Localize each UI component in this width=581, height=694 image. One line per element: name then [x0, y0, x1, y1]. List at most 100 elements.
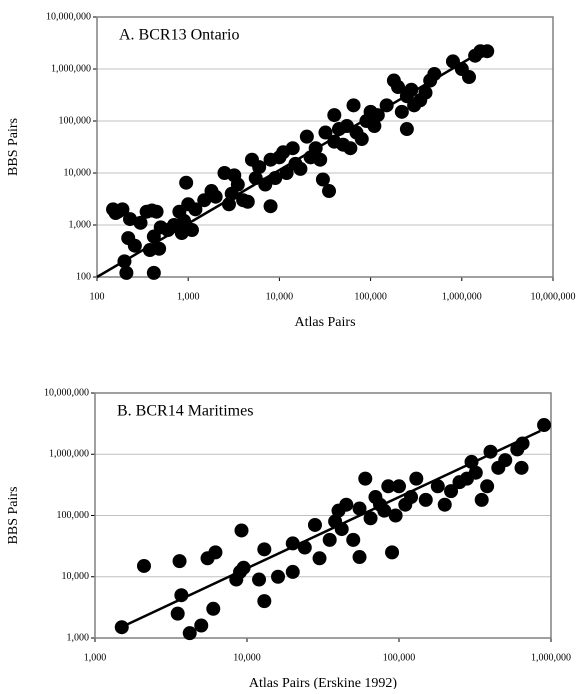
point	[230, 177, 245, 192]
x-tick-label: 100,000	[383, 652, 416, 663]
point	[133, 215, 148, 230]
point	[127, 238, 142, 253]
point	[179, 175, 194, 190]
x-tick-label: 10,000	[266, 291, 294, 302]
point	[119, 265, 134, 280]
point	[354, 132, 369, 147]
point	[537, 418, 552, 433]
point	[252, 160, 267, 175]
y-tick-label: 100,000	[59, 115, 92, 126]
point	[208, 545, 223, 560]
point	[271, 569, 286, 584]
point	[346, 98, 361, 113]
point	[394, 104, 409, 119]
point	[392, 479, 406, 494]
chart-title: B. BCR14 Maritimes	[117, 403, 253, 420]
point	[474, 492, 489, 507]
point	[146, 265, 161, 280]
x-tick-label: 100,000	[354, 291, 387, 302]
point	[339, 497, 354, 512]
plot-frame	[96, 16, 554, 278]
x-tick-label: 1,000,000	[442, 291, 482, 302]
point	[299, 129, 314, 144]
point	[285, 141, 300, 156]
point	[136, 558, 151, 573]
point	[480, 44, 495, 59]
point	[240, 194, 255, 209]
point	[122, 212, 137, 227]
point	[480, 479, 495, 494]
title-box	[103, 397, 278, 425]
point	[437, 497, 452, 512]
point	[327, 108, 342, 123]
point	[399, 122, 414, 137]
point	[358, 471, 373, 486]
point	[149, 204, 164, 219]
point	[318, 125, 333, 140]
point	[343, 141, 358, 156]
point	[388, 508, 403, 523]
point	[257, 594, 272, 609]
point	[234, 523, 249, 538]
point	[252, 572, 267, 587]
point	[352, 501, 367, 516]
point	[444, 484, 459, 499]
fit-line	[96, 51, 482, 279]
point	[313, 152, 328, 167]
y-tick-label: 1,000,000	[51, 63, 91, 74]
point	[194, 618, 209, 633]
x-tick-label: 100	[90, 291, 105, 302]
point	[352, 550, 367, 565]
y-tick-label: 10,000,000	[46, 11, 91, 22]
y-tick-label: 10,000,000	[44, 387, 89, 398]
point	[322, 184, 337, 199]
point	[367, 119, 382, 134]
point	[279, 166, 294, 180]
point	[498, 453, 513, 468]
y-axis-title: BBS Pairs	[6, 118, 21, 176]
point	[257, 542, 272, 557]
point	[468, 465, 483, 480]
point	[381, 479, 396, 494]
point	[184, 223, 199, 238]
y-tick-label: 10,000	[62, 571, 90, 582]
point	[418, 492, 433, 507]
y-axis-title: BBS Pairs	[6, 487, 21, 545]
point	[430, 479, 445, 494]
point	[404, 82, 419, 97]
y-tick-label: 100	[76, 271, 91, 282]
point	[188, 202, 203, 217]
fit-line	[116, 429, 541, 631]
point	[293, 161, 308, 176]
point	[312, 551, 327, 566]
y-tick-label: 1,000	[69, 219, 92, 230]
title-box	[105, 21, 280, 49]
x-axis-title: Atlas Pairs (Erskine 1992)	[249, 676, 397, 689]
point	[363, 511, 378, 526]
y-tick-label: 1,000,000	[49, 449, 89, 460]
point	[152, 241, 167, 256]
point	[385, 545, 400, 560]
point	[391, 80, 406, 95]
point	[206, 601, 221, 616]
y-tick-label: 100,000	[57, 510, 90, 521]
point	[322, 532, 337, 547]
point	[172, 554, 187, 569]
point	[462, 70, 477, 85]
point	[108, 206, 123, 221]
point	[346, 532, 361, 547]
point	[377, 503, 392, 518]
point	[285, 536, 300, 551]
y-tick-label: 1,000	[67, 632, 90, 643]
point	[170, 606, 185, 621]
point	[409, 471, 424, 486]
point	[307, 517, 322, 532]
point	[182, 626, 197, 641]
x-axis-title: Atlas Pairs	[294, 315, 355, 330]
point	[514, 460, 529, 475]
plot-frame	[94, 392, 552, 639]
x-tick-label: 1,000	[177, 291, 200, 302]
point	[315, 172, 330, 187]
point	[418, 85, 433, 100]
